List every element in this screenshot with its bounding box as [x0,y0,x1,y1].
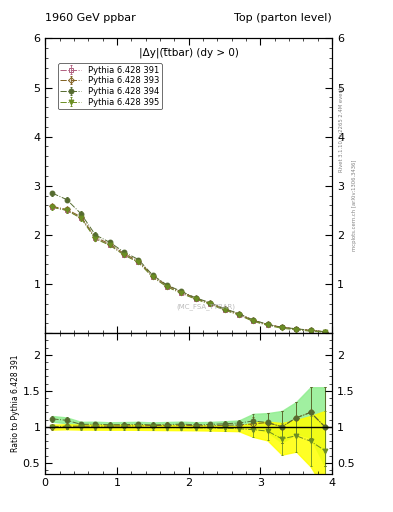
Text: Top (parton level): Top (parton level) [234,13,332,23]
Text: Rivet 3.1.10, \u2265 2.4M events: Rivet 3.1.10, \u2265 2.4M events [339,84,344,172]
Legend: Pythia 6.428 391, Pythia 6.428 393, Pythia 6.428 394, Pythia 6.428 395: Pythia 6.428 391, Pythia 6.428 393, Pyth… [58,63,162,109]
Text: |Δy|(t̅tbar) (dy > 0): |Δy|(t̅tbar) (dy > 0) [139,47,239,58]
Text: 1960 GeV ppbar: 1960 GeV ppbar [45,13,136,23]
Y-axis label: Ratio to Pythia 6.428 391: Ratio to Pythia 6.428 391 [11,355,20,452]
Text: mcplots.cern.ch [arXiv:1306.3436]: mcplots.cern.ch [arXiv:1306.3436] [352,159,357,250]
Text: (MC_FSA_TTBAR): (MC_FSA_TTBAR) [176,303,235,310]
